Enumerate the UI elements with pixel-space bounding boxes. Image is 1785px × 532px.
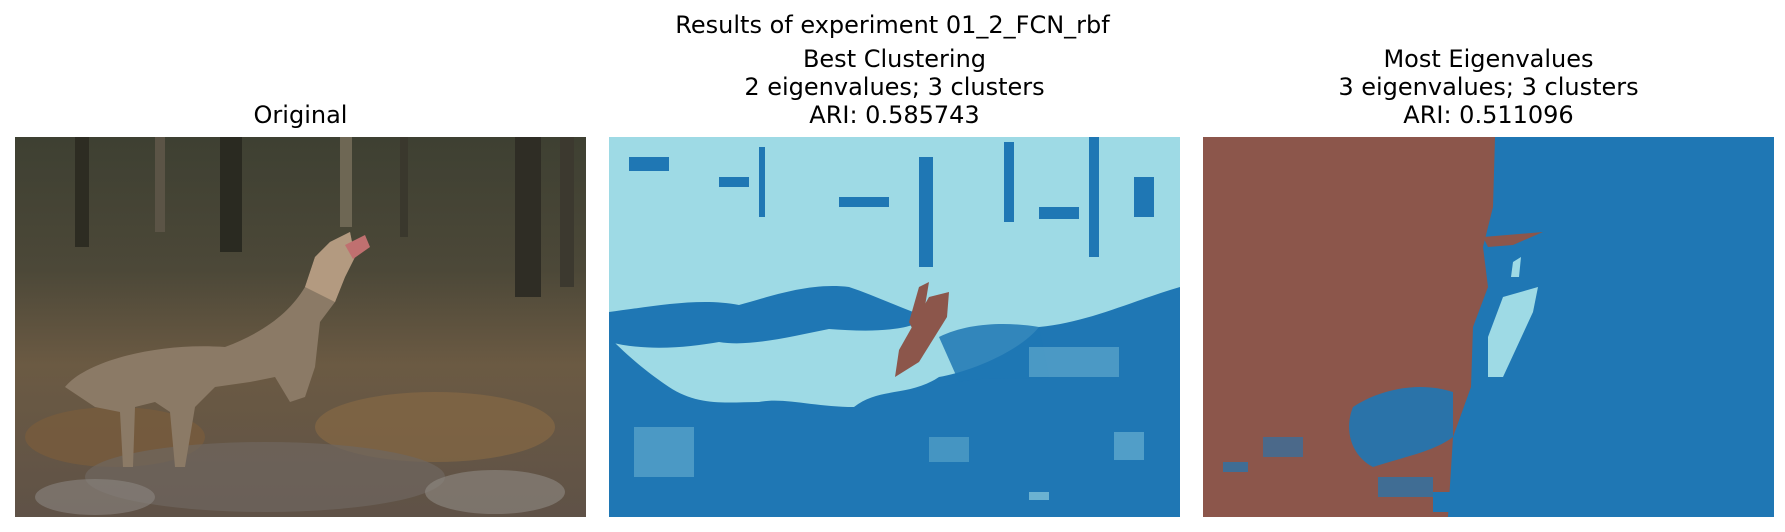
figure-suptitle: Results of experiment 01_2_FCN_rbf — [675, 11, 1110, 39]
panel-title-line-1: Best Clustering — [802, 45, 987, 73]
panel-title-line-2: 3 eigenvalues; 3 clusters — [1338, 73, 1639, 101]
panel-best-clustering: Best Clustering 2 eigenvalues; 3 cluster… — [609, 0, 1180, 532]
panel-title-line-2: 2 eigenvalues; 3 clusters — [744, 73, 1045, 101]
panel-title-line-1: Original — [253, 101, 348, 129]
best-clustering-map — [609, 137, 1180, 517]
panel-most-eigenvalues: Most Eigenvalues 3 eigenvalues; 3 cluste… — [1203, 0, 1774, 532]
most-eigenvalues-map — [1203, 137, 1774, 517]
panel-title-line-3: ARI: 0.511096 — [1403, 101, 1574, 129]
panel-title-line-1: Most Eigenvalues — [1383, 45, 1594, 73]
panel-original: Original — [15, 0, 586, 532]
original-photo — [15, 137, 586, 517]
panel-title-line-3: ARI: 0.585743 — [809, 101, 980, 129]
